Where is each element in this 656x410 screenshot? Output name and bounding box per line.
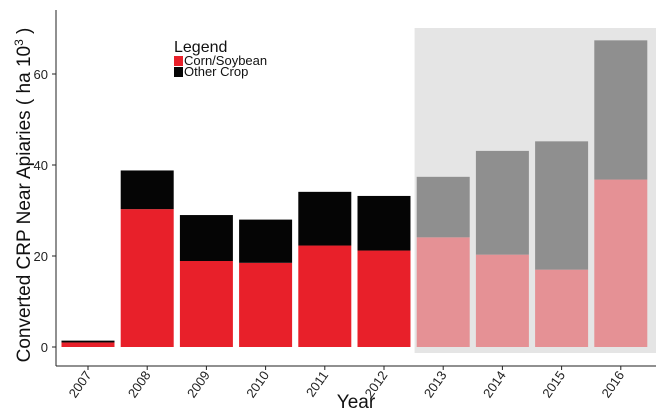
y-tick-label-20: 20 bbox=[34, 249, 48, 264]
legend-label-other-crop: Other Crop bbox=[184, 64, 248, 79]
x-tick-label-2010: 2010 bbox=[243, 368, 272, 400]
bar-corn-soybean-2015 bbox=[535, 269, 589, 347]
bar-other-crop-2007 bbox=[61, 340, 115, 343]
bar-corn-soybean-2014 bbox=[475, 254, 529, 347]
bar-other-crop-2015 bbox=[535, 141, 589, 270]
bar-other-crop-2011 bbox=[298, 191, 352, 246]
x-tick-label-2015: 2015 bbox=[539, 368, 568, 400]
legend-label-corn-soybean: Corn/Soybean bbox=[184, 53, 267, 68]
legend-title: Legend bbox=[174, 39, 227, 56]
bar-corn-soybean-2009 bbox=[179, 261, 233, 347]
bar-corn-soybean-2012 bbox=[357, 250, 411, 347]
x-tick-label-2011: 2011 bbox=[303, 368, 331, 400]
bar-other-crop-2008 bbox=[120, 170, 174, 210]
legend-swatch-other-crop bbox=[174, 67, 183, 77]
x-tick-label-2007: 2007 bbox=[66, 368, 95, 400]
bar-other-crop-2013 bbox=[416, 176, 470, 238]
bar-corn-soybean-2016 bbox=[594, 179, 648, 347]
bar-other-crop-2014 bbox=[475, 150, 529, 255]
bar-other-crop-2016 bbox=[594, 40, 648, 180]
x-tick-label-2016: 2016 bbox=[598, 368, 627, 400]
bar-corn-soybean-2011 bbox=[298, 245, 352, 347]
bar-other-crop-2009 bbox=[179, 215, 233, 262]
bar-corn-soybean-2007 bbox=[61, 342, 115, 347]
legend-swatch-corn-soybean bbox=[174, 56, 183, 66]
bar-other-crop-2012 bbox=[357, 195, 411, 251]
x-tick-label-2009: 2009 bbox=[184, 368, 213, 400]
bar-corn-soybean-2013 bbox=[416, 237, 470, 347]
y-tick-label-0: 0 bbox=[41, 340, 48, 355]
y-tick-label-60: 60 bbox=[34, 67, 48, 82]
bar-corn-soybean-2008 bbox=[120, 209, 174, 347]
bar-corn-soybean-2010 bbox=[239, 262, 293, 347]
x-axis-title: Year bbox=[337, 392, 376, 410]
x-tick-label-2013: 2013 bbox=[421, 368, 450, 400]
y-axis-title: Converted CRP Near Apiaries ( ha 103 ) bbox=[12, 28, 35, 363]
bar-other-crop-2010 bbox=[239, 219, 293, 263]
x-tick-label-2014: 2014 bbox=[480, 368, 509, 400]
x-tick-label-2008: 2008 bbox=[125, 368, 154, 400]
y-tick-label-40: 40 bbox=[34, 158, 48, 173]
